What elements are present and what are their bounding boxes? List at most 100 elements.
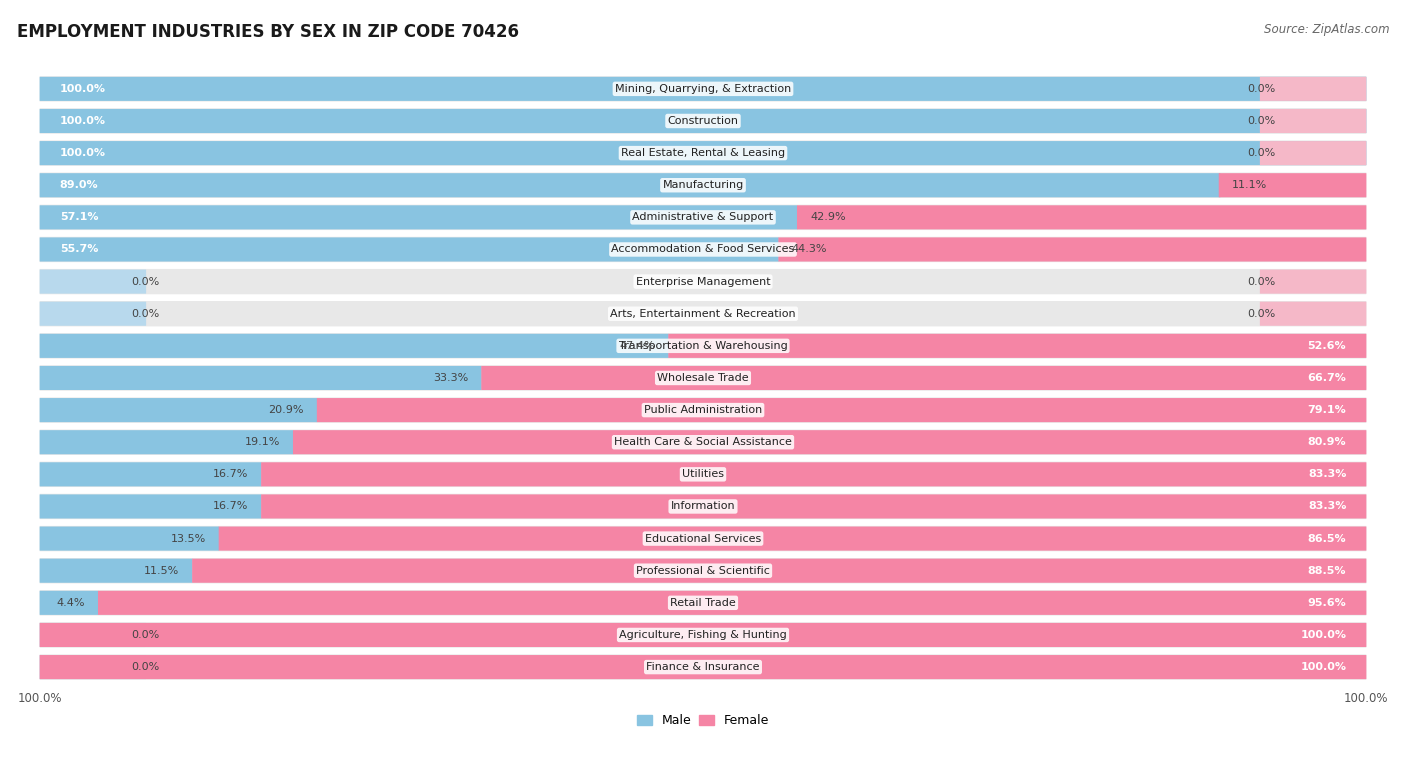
FancyBboxPatch shape	[262, 494, 1367, 518]
Text: 11.5%: 11.5%	[143, 566, 179, 576]
FancyBboxPatch shape	[39, 237, 779, 262]
FancyBboxPatch shape	[1260, 77, 1367, 101]
FancyBboxPatch shape	[1260, 302, 1367, 326]
Text: 66.7%: 66.7%	[1308, 373, 1347, 383]
FancyBboxPatch shape	[779, 237, 1367, 262]
FancyBboxPatch shape	[219, 527, 1367, 551]
FancyBboxPatch shape	[39, 269, 1367, 294]
FancyBboxPatch shape	[39, 173, 1220, 197]
FancyBboxPatch shape	[39, 365, 1367, 390]
FancyBboxPatch shape	[39, 269, 146, 293]
Text: Manufacturing: Manufacturing	[662, 180, 744, 190]
FancyBboxPatch shape	[39, 140, 1367, 166]
Text: 95.6%: 95.6%	[1308, 598, 1347, 608]
Text: 0.0%: 0.0%	[131, 630, 159, 640]
FancyBboxPatch shape	[39, 172, 1367, 198]
FancyBboxPatch shape	[39, 591, 98, 615]
Text: 0.0%: 0.0%	[1247, 116, 1275, 126]
FancyBboxPatch shape	[39, 462, 262, 487]
FancyBboxPatch shape	[39, 237, 1367, 262]
Text: Arts, Entertainment & Recreation: Arts, Entertainment & Recreation	[610, 309, 796, 319]
Text: 13.5%: 13.5%	[170, 534, 205, 543]
FancyBboxPatch shape	[39, 526, 1367, 551]
Text: 100.0%: 100.0%	[59, 148, 105, 158]
Text: 4.4%: 4.4%	[56, 598, 84, 608]
FancyBboxPatch shape	[39, 462, 1367, 487]
FancyBboxPatch shape	[39, 655, 146, 679]
FancyBboxPatch shape	[1260, 141, 1367, 165]
FancyBboxPatch shape	[39, 109, 1367, 133]
Text: 0.0%: 0.0%	[1247, 276, 1275, 286]
Text: 52.6%: 52.6%	[1308, 341, 1347, 351]
Text: 0.0%: 0.0%	[1247, 84, 1275, 94]
Text: 47.4%: 47.4%	[620, 341, 655, 351]
Text: 100.0%: 100.0%	[1301, 662, 1347, 672]
Text: 100.0%: 100.0%	[1301, 630, 1347, 640]
FancyBboxPatch shape	[39, 206, 797, 230]
FancyBboxPatch shape	[481, 366, 1367, 390]
Text: 83.3%: 83.3%	[1308, 469, 1347, 480]
Text: 86.5%: 86.5%	[1308, 534, 1347, 543]
Text: 0.0%: 0.0%	[1247, 148, 1275, 158]
Text: 0.0%: 0.0%	[131, 276, 159, 286]
Text: 89.0%: 89.0%	[59, 180, 98, 190]
FancyBboxPatch shape	[39, 590, 1367, 615]
Text: 0.0%: 0.0%	[1247, 309, 1275, 319]
FancyBboxPatch shape	[39, 333, 1367, 359]
FancyBboxPatch shape	[39, 430, 1367, 455]
Text: Professional & Scientific: Professional & Scientific	[636, 566, 770, 576]
FancyBboxPatch shape	[193, 559, 1367, 583]
Text: 80.9%: 80.9%	[1308, 437, 1347, 447]
FancyBboxPatch shape	[39, 76, 1367, 102]
Text: 55.7%: 55.7%	[59, 244, 98, 255]
FancyBboxPatch shape	[39, 494, 1367, 519]
Text: 100.0%: 100.0%	[1344, 692, 1388, 705]
FancyBboxPatch shape	[316, 398, 1367, 422]
Text: 0.0%: 0.0%	[131, 309, 159, 319]
Text: Mining, Quarrying, & Extraction: Mining, Quarrying, & Extraction	[614, 84, 792, 94]
FancyBboxPatch shape	[39, 494, 262, 518]
Text: 16.7%: 16.7%	[212, 501, 247, 511]
Text: 42.9%: 42.9%	[810, 213, 846, 223]
FancyBboxPatch shape	[39, 397, 1367, 423]
FancyBboxPatch shape	[39, 302, 146, 326]
FancyBboxPatch shape	[39, 655, 1367, 679]
FancyBboxPatch shape	[797, 206, 1367, 230]
FancyBboxPatch shape	[1219, 173, 1367, 197]
Text: Public Administration: Public Administration	[644, 405, 762, 415]
Text: Health Care & Social Assistance: Health Care & Social Assistance	[614, 437, 792, 447]
Text: Finance & Insurance: Finance & Insurance	[647, 662, 759, 672]
Legend: Male, Female: Male, Female	[631, 709, 775, 733]
FancyBboxPatch shape	[39, 301, 1367, 327]
FancyBboxPatch shape	[39, 334, 669, 358]
FancyBboxPatch shape	[292, 430, 1367, 454]
Text: 0.0%: 0.0%	[131, 662, 159, 672]
Text: Retail Trade: Retail Trade	[671, 598, 735, 608]
Text: Wholesale Trade: Wholesale Trade	[657, 373, 749, 383]
Text: Agriculture, Fishing & Hunting: Agriculture, Fishing & Hunting	[619, 630, 787, 640]
FancyBboxPatch shape	[39, 654, 1367, 680]
Text: 79.1%: 79.1%	[1308, 405, 1347, 415]
Text: Construction: Construction	[668, 116, 738, 126]
Text: EMPLOYMENT INDUSTRIES BY SEX IN ZIP CODE 70426: EMPLOYMENT INDUSTRIES BY SEX IN ZIP CODE…	[17, 23, 519, 41]
FancyBboxPatch shape	[98, 591, 1367, 615]
FancyBboxPatch shape	[39, 622, 1367, 648]
Text: 83.3%: 83.3%	[1308, 501, 1347, 511]
FancyBboxPatch shape	[39, 109, 1367, 133]
FancyBboxPatch shape	[39, 623, 146, 647]
Text: Educational Services: Educational Services	[645, 534, 761, 543]
FancyBboxPatch shape	[1260, 269, 1367, 293]
FancyBboxPatch shape	[39, 558, 1367, 584]
Text: Enterprise Management: Enterprise Management	[636, 276, 770, 286]
Text: 100.0%: 100.0%	[59, 116, 105, 126]
FancyBboxPatch shape	[39, 430, 294, 454]
FancyBboxPatch shape	[39, 623, 1367, 647]
FancyBboxPatch shape	[39, 559, 193, 583]
FancyBboxPatch shape	[1260, 109, 1367, 133]
FancyBboxPatch shape	[668, 334, 1367, 358]
Text: Utilities: Utilities	[682, 469, 724, 480]
Text: 16.7%: 16.7%	[212, 469, 247, 480]
Text: 19.1%: 19.1%	[245, 437, 280, 447]
FancyBboxPatch shape	[39, 77, 1367, 101]
Text: Source: ZipAtlas.com: Source: ZipAtlas.com	[1264, 23, 1389, 36]
